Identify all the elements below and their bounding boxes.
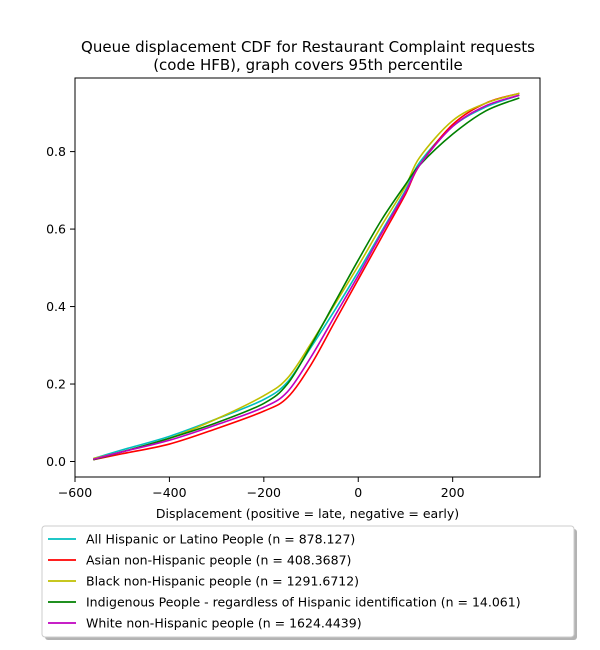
legend-label: Indigenous People - regardless of Hispan… (86, 595, 521, 610)
legend-label: All Hispanic or Latino People (n = 878.1… (86, 532, 355, 547)
x-tick-label: −400 (152, 485, 186, 500)
y-tick-label: 0.0 (46, 454, 66, 469)
y-tick-label: 0.4 (46, 299, 66, 314)
y-axis: 0.0 0.2 0.4 0.6 0.8 (46, 144, 75, 469)
x-axis: −600 −400 −200 0 200 (58, 477, 465, 500)
series-lines (93, 92, 520, 461)
x-tick-label: 200 (441, 485, 465, 500)
y-tick-label: 0.8 (46, 144, 66, 159)
x-tick-label: 0 (354, 485, 362, 500)
chart-title: Queue displacement CDF for Restaurant Co… (81, 38, 535, 74)
x-tick-label: −600 (58, 485, 92, 500)
chart-title-line: Queue displacement CDF for Restaurant Co… (81, 38, 535, 56)
series-line-0 (93, 94, 520, 460)
legend: All Hispanic or Latino People (n = 878.1… (41, 525, 577, 640)
y-tick-label: 0.2 (46, 377, 66, 392)
series-line-2 (93, 92, 520, 460)
series-line-1 (93, 92, 520, 461)
series-line-3 (93, 97, 520, 461)
x-axis-label: Displacement (positive = late, negative … (156, 506, 459, 521)
x-tick-label: −200 (247, 485, 281, 500)
legend-box (41, 525, 575, 638)
chart-title-line: (code HFB), graph covers 95th percentile (153, 56, 463, 74)
legend-label: Asian non-Hispanic people (n = 408.3687) (86, 553, 351, 568)
legend-label: Black non-Hispanic people (n = 1291.6712… (86, 574, 359, 589)
legend-label: White non-Hispanic people (n = 1624.4439… (86, 616, 362, 631)
y-tick-label: 0.6 (46, 222, 66, 237)
series-line-4 (93, 94, 520, 460)
plot-frame (74, 77, 541, 478)
